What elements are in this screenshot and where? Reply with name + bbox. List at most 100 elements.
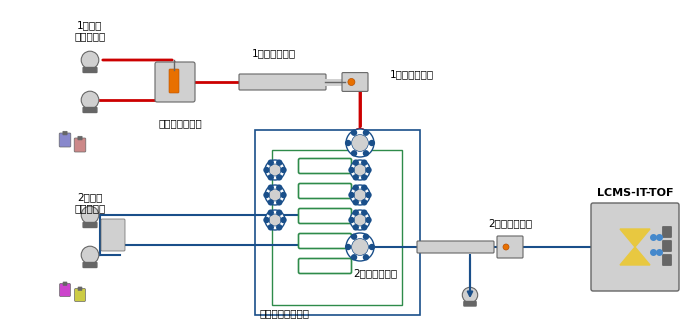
FancyBboxPatch shape [83,263,97,267]
Circle shape [362,225,367,230]
FancyBboxPatch shape [83,223,97,228]
FancyBboxPatch shape [417,241,494,253]
Circle shape [349,217,354,223]
FancyBboxPatch shape [155,62,195,102]
Polygon shape [620,229,650,247]
FancyBboxPatch shape [298,258,351,274]
Circle shape [366,192,371,198]
FancyBboxPatch shape [83,68,97,72]
Circle shape [346,140,351,146]
FancyBboxPatch shape [497,236,523,258]
Circle shape [81,246,99,264]
FancyBboxPatch shape [63,282,67,285]
Circle shape [350,210,370,230]
Circle shape [81,91,99,109]
FancyBboxPatch shape [101,219,125,251]
Circle shape [281,217,286,223]
Circle shape [268,160,273,165]
Circle shape [350,160,370,180]
FancyBboxPatch shape [342,72,368,91]
Circle shape [362,160,367,165]
Circle shape [276,185,281,190]
Circle shape [363,234,368,239]
Text: 1次元目カラム: 1次元目カラム [252,48,296,58]
Circle shape [349,167,354,173]
Circle shape [264,217,269,223]
Circle shape [276,225,281,230]
FancyBboxPatch shape [298,159,351,174]
Circle shape [366,167,371,173]
Circle shape [362,185,367,190]
Circle shape [351,234,356,239]
FancyBboxPatch shape [169,69,179,93]
Circle shape [351,135,368,151]
Circle shape [354,160,358,165]
FancyBboxPatch shape [75,289,85,302]
Circle shape [351,130,356,135]
FancyBboxPatch shape [78,287,82,290]
Circle shape [265,185,285,205]
Circle shape [363,255,368,260]
Circle shape [354,185,358,190]
FancyBboxPatch shape [464,302,476,306]
FancyBboxPatch shape [78,136,82,140]
Circle shape [346,244,351,250]
Circle shape [265,160,285,180]
Circle shape [268,225,273,230]
Text: 1次元目
送液ポンプ: 1次元目 送液ポンプ [74,20,106,42]
Circle shape [269,214,281,226]
FancyBboxPatch shape [63,131,67,135]
Circle shape [351,255,356,260]
Circle shape [354,189,366,201]
Text: ピーク捕獲ループ: ピーク捕獲ループ [260,308,310,318]
Circle shape [346,129,374,157]
Circle shape [264,192,269,198]
FancyBboxPatch shape [298,184,351,199]
Circle shape [354,210,358,215]
Circle shape [354,214,366,226]
Circle shape [281,192,286,198]
Circle shape [81,51,99,69]
Circle shape [268,200,273,205]
Circle shape [370,244,374,250]
Circle shape [354,164,366,176]
Circle shape [348,79,355,85]
Circle shape [81,206,99,224]
Circle shape [362,200,367,205]
FancyBboxPatch shape [298,209,351,224]
Text: 1次元目検出器: 1次元目検出器 [390,69,434,79]
Text: 2次元目カラム: 2次元目カラム [353,268,397,278]
Circle shape [363,151,368,156]
Circle shape [268,175,273,180]
Circle shape [269,189,281,201]
Circle shape [362,210,367,215]
Circle shape [351,239,368,255]
Circle shape [354,200,358,205]
Bar [255,130,420,315]
Circle shape [462,287,477,303]
Circle shape [349,192,354,198]
Circle shape [354,225,358,230]
FancyBboxPatch shape [662,227,671,238]
Text: オートサンプラ: オートサンプラ [158,118,202,128]
Text: 2次元目
送液ポンプ: 2次元目 送液ポンプ [74,192,106,214]
Polygon shape [620,247,650,265]
Bar [272,150,402,305]
FancyBboxPatch shape [74,138,86,152]
FancyBboxPatch shape [662,240,671,252]
Circle shape [276,210,281,215]
Text: 2次元目検出器: 2次元目検出器 [488,218,532,228]
Circle shape [351,151,356,156]
Circle shape [268,210,273,215]
FancyBboxPatch shape [239,74,326,90]
Circle shape [366,217,371,223]
Circle shape [281,167,286,173]
Circle shape [350,185,370,205]
FancyBboxPatch shape [298,233,351,249]
Circle shape [503,244,509,250]
Circle shape [276,175,281,180]
FancyBboxPatch shape [60,133,71,147]
Circle shape [363,130,368,135]
FancyBboxPatch shape [60,283,71,296]
Circle shape [370,140,374,146]
